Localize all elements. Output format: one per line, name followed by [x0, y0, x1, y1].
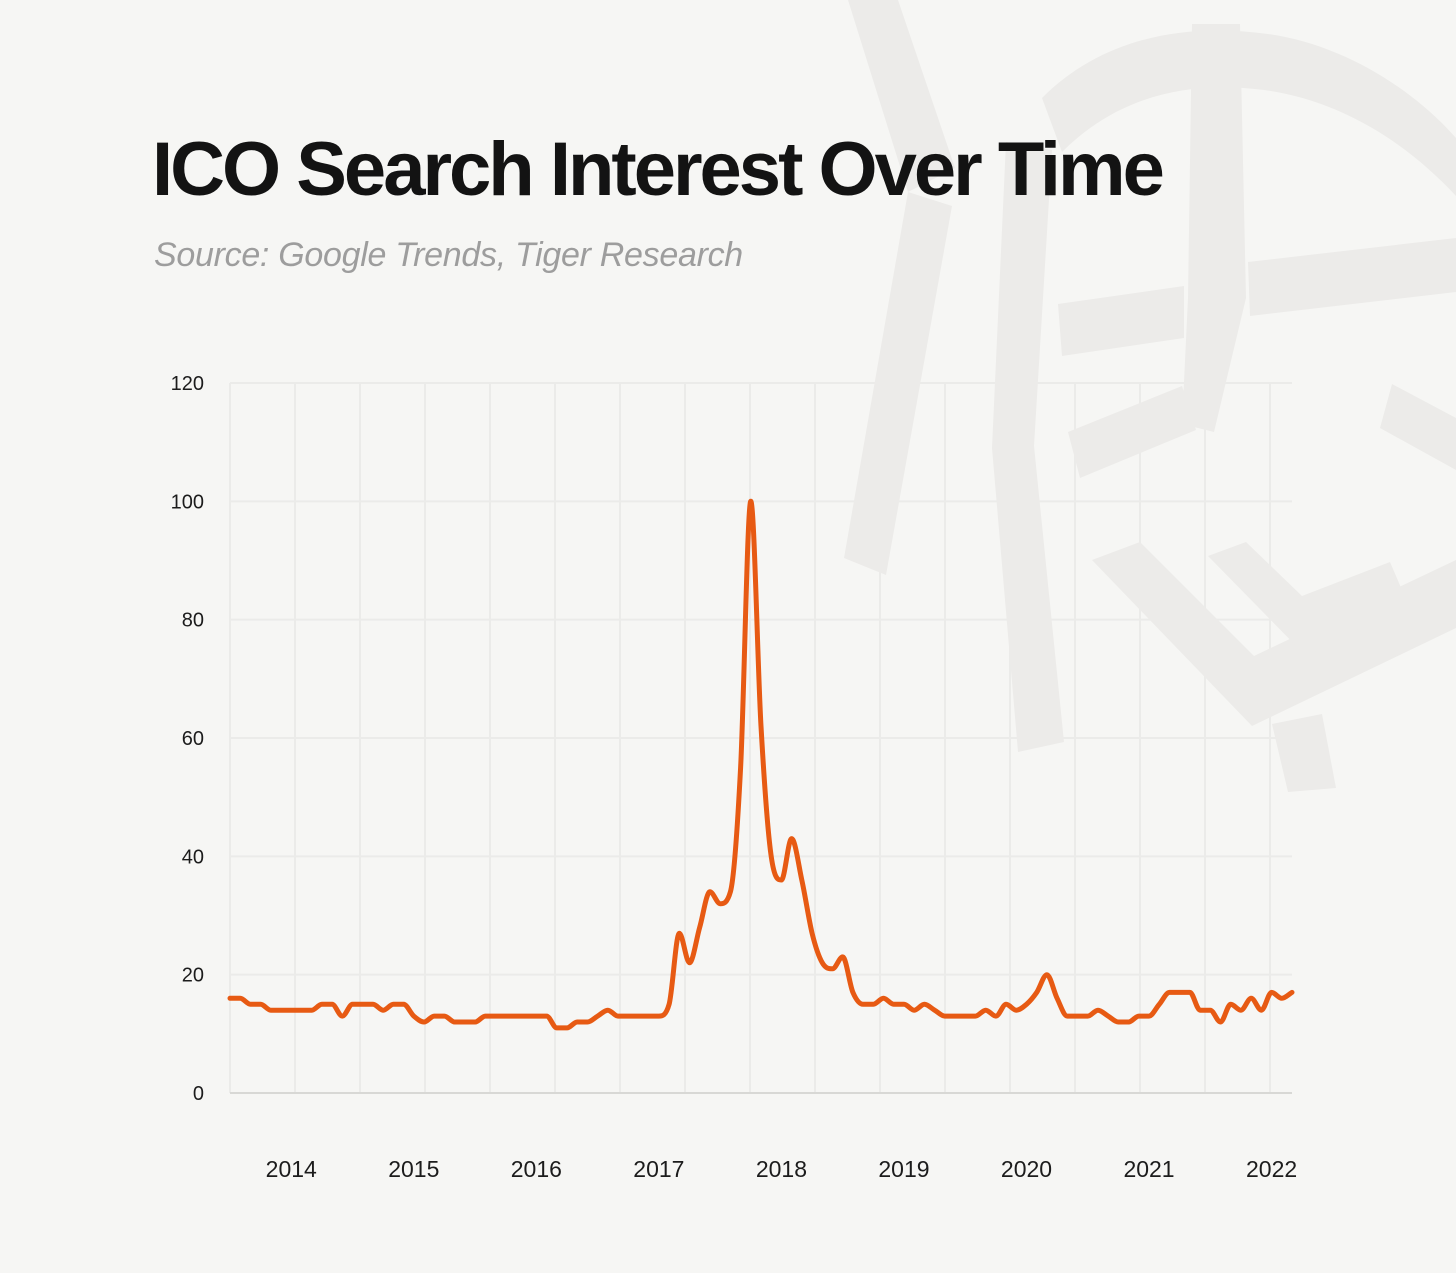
tiger-whisker-icon [848, 0, 955, 192]
x-tick-label: 2016 [511, 1156, 562, 1182]
y-tick-label: 80 [182, 610, 204, 632]
chart-source: Source: Google Trends, Tiger Research [154, 236, 743, 274]
y-tick-label: 40 [182, 846, 204, 868]
tiger-nose-icon [1182, 24, 1246, 432]
tiger-cheek-icon [992, 142, 1064, 752]
tiger-chin-icon [1272, 714, 1336, 792]
x-tick-label: 2015 [388, 1156, 439, 1182]
trend-line [227, 498, 1295, 1031]
tiger-brow-icon [1042, 30, 1456, 196]
axis-labels: 0 20 40 60 80 100 120 2014 2015 2016 2017 2018 2019 2… [171, 373, 1298, 1182]
tiger-stripe-icon [1058, 286, 1184, 356]
tiger-eye-icon [1068, 386, 1196, 478]
tiger-eye-icon [1380, 384, 1456, 470]
tiger-stripe-icon [1248, 238, 1456, 316]
x-tick-label: 2014 [266, 1156, 317, 1182]
tiger-whisker-icon [844, 192, 952, 575]
y-tick-label: 60 [182, 728, 204, 750]
x-tick-label: 2018 [756, 1156, 807, 1182]
y-tick-label: 120 [171, 373, 204, 395]
interest-line-series [227, 498, 1295, 1031]
y-tick-label: 20 [182, 965, 204, 987]
x-tick-label: 2021 [1123, 1156, 1174, 1182]
x-tick-label: 2022 [1246, 1156, 1297, 1182]
tiger-jaw-icon [1208, 542, 1408, 656]
x-tick-label: 2017 [633, 1156, 684, 1182]
tiger-jaw-icon [1092, 542, 1456, 726]
tiger-watermark [844, 0, 1456, 792]
y-tick-label: 100 [171, 491, 204, 513]
y-tick-label: 0 [193, 1083, 204, 1105]
x-tick-label: 2020 [1001, 1156, 1052, 1182]
x-tick-label: 2019 [878, 1156, 929, 1182]
page-title: ICO Search Interest Over Time [152, 127, 1165, 212]
